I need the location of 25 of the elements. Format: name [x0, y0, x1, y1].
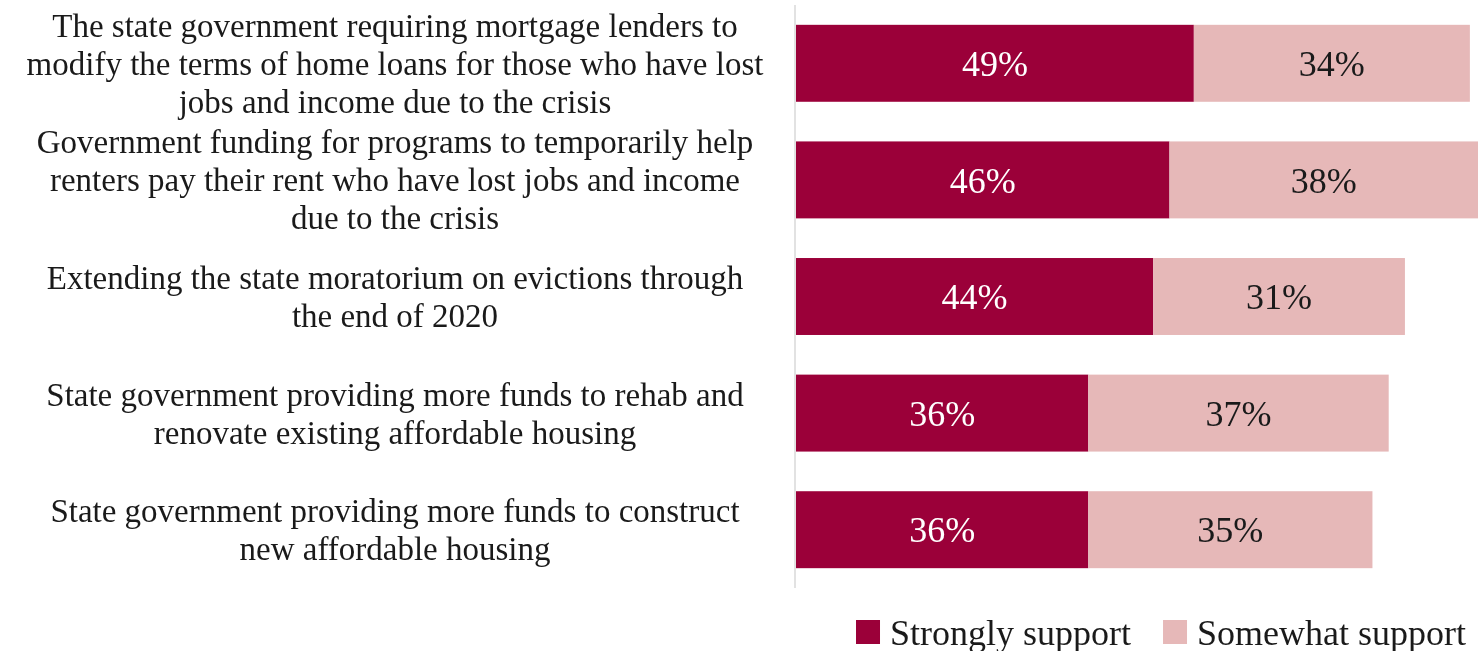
bar	[796, 24, 1194, 102]
y-tick-label: State government providing more funds to rehab and renovate existing affordable housing	[46, 376, 745, 451]
data-label: 37%	[1205, 393, 1272, 434]
bar	[1193, 24, 1470, 102]
y-tick-label: The state government requiring mortgage lenders to modify the terms of home loans for those who have lost jobs and income due to the crisis	[26, 7, 764, 120]
data-label: 35%	[1197, 510, 1264, 551]
bar	[796, 374, 1089, 452]
data-label: 34%	[1298, 43, 1365, 84]
bar	[1169, 141, 1478, 219]
data-label: 36%	[909, 393, 976, 434]
bar	[796, 491, 1089, 569]
bar	[1088, 491, 1373, 569]
data-label: 36%	[909, 510, 976, 551]
bar	[1153, 258, 1405, 335]
y-tick-label: State government providing more funds to construct new affordable housing	[50, 493, 740, 568]
data-label: 38%	[1290, 160, 1357, 201]
bar	[796, 258, 1154, 335]
data-label: 46%	[949, 160, 1016, 201]
data-label: 44%	[941, 277, 1008, 318]
bar	[1088, 374, 1389, 452]
y-tick-label: Government funding for programs to temporarily help renters pay their rent who have lost jobs and income due to the crisis	[36, 124, 754, 237]
y-tick-label: Extending the state moratorium on evictions through the end of 2020	[46, 260, 744, 335]
data-label: 31%	[1246, 277, 1313, 318]
data-label: 49%	[961, 43, 1028, 84]
bar	[796, 141, 1170, 219]
